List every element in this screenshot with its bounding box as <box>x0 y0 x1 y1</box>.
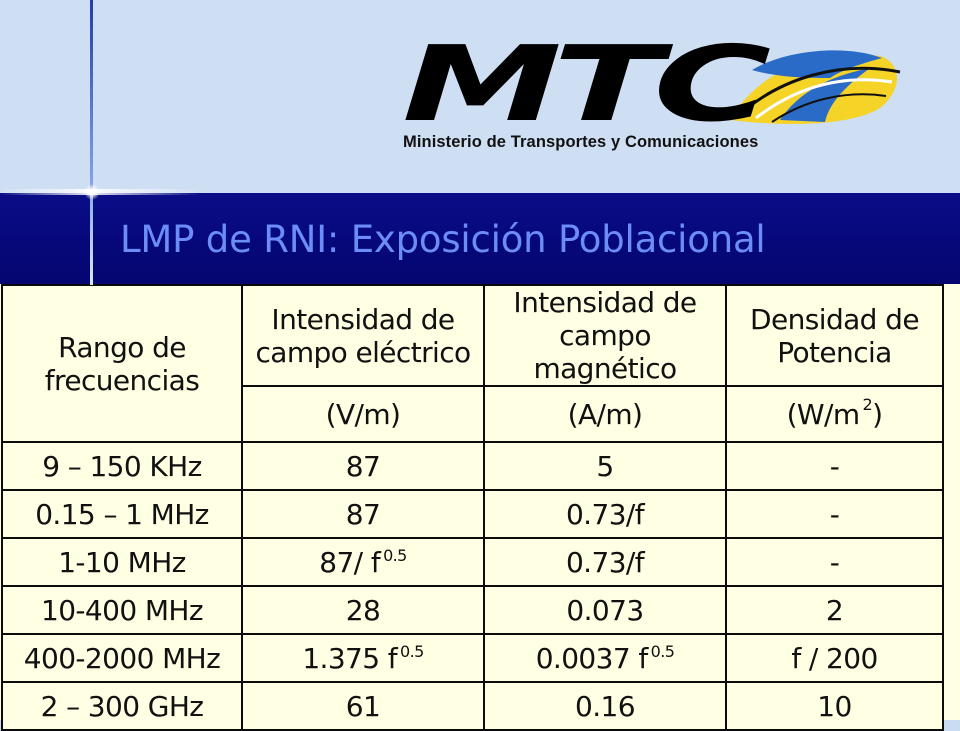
cell-value: 5 <box>596 449 614 483</box>
cell-frequency-range: 2 – 300 GHz <box>1 681 243 731</box>
unit-magnetic-field: (A/m) <box>483 385 727 444</box>
cell-electric-field: 1.375 f 0.5 <box>241 633 485 684</box>
unit-electric-field: (V/m) <box>241 385 485 444</box>
header-magnetic-field: Intensidad de campo magnético <box>483 283 727 388</box>
cell-value: 1-10 MHz <box>58 545 186 579</box>
table-row: 1-10 MHz 87/ f 0.5 0.73/f - <box>1 537 944 588</box>
cell-value: 28 <box>345 593 381 627</box>
title-band <box>0 193 960 285</box>
mtc-logo: MTC Ministerio de Transportes y Comunica… <box>400 38 910 162</box>
cell-value: 0.15 – 1 MHz <box>35 497 209 531</box>
cell-frequency-range: 0.15 – 1 MHz <box>1 489 243 540</box>
cell-power-density: - <box>725 489 944 540</box>
cell-frequency-range: 10-400 MHz <box>1 585 243 636</box>
cell-magnetic-field: 0.0037 f 0.5 <box>483 633 727 684</box>
header-electric-field: Intensidad de campo eléctrico <box>241 283 485 388</box>
cell-value: 2 <box>825 593 844 627</box>
cell-value: 61 <box>345 689 381 723</box>
cell-value: 0.073 <box>566 593 644 627</box>
cell-electric-field: 87 <box>241 441 485 492</box>
mtc-logo-subtitle: Ministerio de Transportes y Comunicacion… <box>403 133 759 151</box>
cell-power-density: f / 200 <box>725 633 944 684</box>
unit-power-density: (W/m 2) <box>725 385 944 444</box>
cell-value: 9 – 150 KHz <box>42 449 202 483</box>
cell-frequency-range: 400-2000 MHz <box>1 633 243 684</box>
table-row: 400-2000 MHz 1.375 f 0.5 0.0037 f 0.5 f / 200 <box>1 633 944 684</box>
cell-electric-field: 87 <box>241 489 485 540</box>
header-line: frecuencias <box>44 363 200 397</box>
table-row: 10-400 MHz 28 0.073 2 <box>1 585 944 636</box>
cell-frequency-range: 9 – 150 KHz <box>1 441 243 492</box>
cell-frequency-range: 1-10 MHz <box>1 537 243 588</box>
cell-value: 2 – 300 GHz <box>40 689 204 723</box>
cell-value: 87 <box>345 449 381 483</box>
limits-table: Rango de frecuencias Intensidad de campo… <box>1 283 944 731</box>
header-line: campo magnético <box>533 319 677 386</box>
cell-magnetic-field: 0.73/f <box>483 537 727 588</box>
unit-close: ) <box>872 397 883 431</box>
cell-magnetic-field: 0.073 <box>483 585 727 636</box>
cell-power-density: - <box>725 441 944 492</box>
cell-power-density: - <box>725 537 944 588</box>
cell-value: 10-400 MHz <box>41 593 204 627</box>
header-line: Intensidad de <box>513 286 697 319</box>
mtc-logo-mark: MTC <box>402 38 901 133</box>
cell-value: - <box>829 497 840 531</box>
header-line: Intensidad de <box>271 302 455 336</box>
cell-value: 10 <box>817 689 852 723</box>
cell-exponent: 0.5 <box>383 546 407 566</box>
cell-value: 87 <box>345 497 381 531</box>
header-power-density: Densidad de Potencia <box>725 283 944 388</box>
cell-value: 1.375 f <box>302 641 398 675</box>
slide-title: LMP de RNI: Exposición Poblacional <box>120 218 766 261</box>
cell-value: f / 200 <box>791 641 878 675</box>
cell-value: - <box>829 545 840 579</box>
decorative-horizontal-glow <box>0 189 200 195</box>
header-line: Potencia <box>777 335 892 369</box>
cell-electric-field: 61 <box>241 681 485 731</box>
header-frequency-range: Rango de frecuencias <box>1 283 243 444</box>
cell-value: 0.0037 f <box>535 641 649 675</box>
cell-value: - <box>829 449 840 483</box>
cell-magnetic-field: 5 <box>483 441 727 492</box>
cell-electric-field: 87/ f 0.5 <box>241 537 485 588</box>
cell-power-density: 2 <box>725 585 944 636</box>
unit-superscript: 2 <box>862 394 873 414</box>
cell-exponent: 0.5 <box>400 642 424 662</box>
decorative-vertical-line <box>90 0 93 285</box>
cell-exponent: 0.5 <box>650 642 675 662</box>
cell-value: 0.16 <box>575 689 636 723</box>
limits-table-area: Rango de frecuencias Intensidad de campo… <box>0 283 960 731</box>
header-line: campo eléctrico <box>255 335 471 369</box>
mtc-logo-text: MTC <box>402 38 771 133</box>
cell-magnetic-field: 0.73/f <box>483 489 727 540</box>
cell-value: 87/ f <box>319 545 381 579</box>
header-line: Densidad de <box>750 302 920 336</box>
table-row: 0.15 – 1 MHz 87 0.73/f - <box>1 489 944 540</box>
header-line: Rango de <box>58 330 186 364</box>
road-swoosh-icon <box>730 50 901 124</box>
cell-electric-field: 28 <box>241 585 485 636</box>
cell-magnetic-field: 0.16 <box>483 681 727 731</box>
cell-power-density: 10 <box>725 681 944 731</box>
table-header-row: Rango de frecuencias Intensidad de campo… <box>1 283 944 444</box>
cell-value: 400-2000 MHz <box>23 641 221 675</box>
table-row: 2 – 300 GHz 61 0.16 10 <box>1 681 944 731</box>
table-unit-row: (V/m) (A/m) (W/m 2) <box>2 385 944 444</box>
cell-value: 0.73/f <box>565 497 645 531</box>
unit-text: (W/m <box>786 397 861 431</box>
decorative-sparkle <box>84 184 100 200</box>
cell-value: 0.73/f <box>565 545 645 579</box>
table-row: 9 – 150 KHz 87 5 - <box>1 441 944 492</box>
